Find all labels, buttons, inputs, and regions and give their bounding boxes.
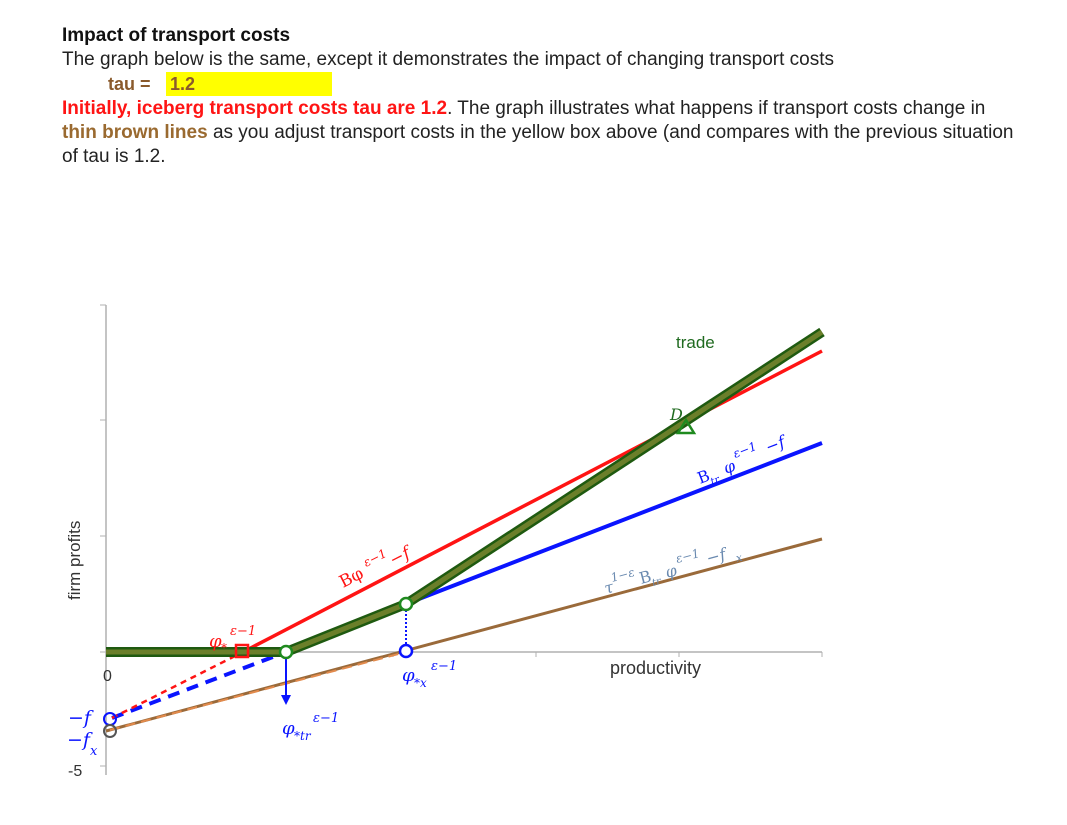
blue-dashed-line [111, 650, 287, 720]
brown-line-label-x-sub: x [734, 551, 744, 565]
header: Impact of transport costs The graph belo… [62, 24, 1022, 169]
profit-chart: firm profits -5 0 productivity trade D −… [65, 304, 825, 780]
brown-line-label-exp: ε−1 [674, 546, 701, 566]
y-axis-label: firm profits [65, 521, 84, 600]
x-axis-label: productivity [610, 658, 701, 678]
trade-line [106, 329, 824, 655]
trade-label: trade [676, 333, 715, 352]
neg-fx-label: −f [67, 729, 93, 751]
tau-input-box[interactable]: 1.2 [166, 72, 332, 96]
blue-line-label-minus-f: −f [763, 431, 791, 457]
phi-star-tr-label: φ [282, 718, 295, 739]
phi-star-red-exp: ε−1 [230, 624, 256, 639]
marker-green-circle-left [278, 644, 294, 660]
red-line [242, 349, 823, 654]
explanation: Initially, iceberg transport costs tau a… [62, 97, 1022, 169]
neg-fx-subscript: x [90, 744, 98, 759]
brown-line-label-B: B [637, 566, 653, 587]
marker-green-circle-mid [398, 596, 414, 612]
explanation-part-2: as you adjust transport costs in the yel… [62, 122, 1014, 167]
blue-line [405, 441, 823, 606]
intro-line: The graph below is the same, except it d… [62, 49, 835, 70]
red-dashed-line [111, 650, 244, 720]
phi-star-x-exp: ε−1 [431, 659, 457, 674]
zero-label: 0 [103, 668, 112, 685]
trade-line-outline [106, 327, 825, 657]
marker-red-square [234, 643, 250, 659]
blue-line-label-exp: ε−1 [731, 439, 759, 461]
phi-star-tr-exp: ε−1 [313, 711, 339, 726]
marker-brown-circle [103, 724, 117, 738]
explanation-part-1: . The graph illustrates what happens if … [447, 98, 986, 119]
D-label: D [669, 405, 683, 424]
red-line-label-exp: ε−1 [361, 546, 389, 569]
phi-star-red-label: φ [209, 631, 222, 652]
brown-line-label-tau-exp: 1−ε [609, 565, 636, 585]
brown-highlight-text: thin brown lines [62, 122, 208, 143]
red-highlight-text: Initially, iceberg transport costs tau a… [62, 98, 448, 119]
neg-f-label: −f [68, 707, 94, 729]
brown-line-dashed-overlay [109, 651, 407, 731]
phi-star-tr-sub: *tr [294, 729, 312, 743]
marker-triangle-D [675, 417, 697, 435]
phi-star-x-label: φ [402, 665, 415, 686]
phi-star-red-sub: * [221, 641, 227, 655]
phi-star-x-sub: *x [414, 676, 427, 690]
y-tick-label-neg5: -5 [68, 763, 82, 780]
page-title: Impact of transport costs [62, 25, 291, 46]
marker-blue-circle-bottom [398, 643, 414, 659]
tau-label: tau = [108, 74, 151, 94]
tau-row: tau = 1.2 [62, 72, 1022, 97]
